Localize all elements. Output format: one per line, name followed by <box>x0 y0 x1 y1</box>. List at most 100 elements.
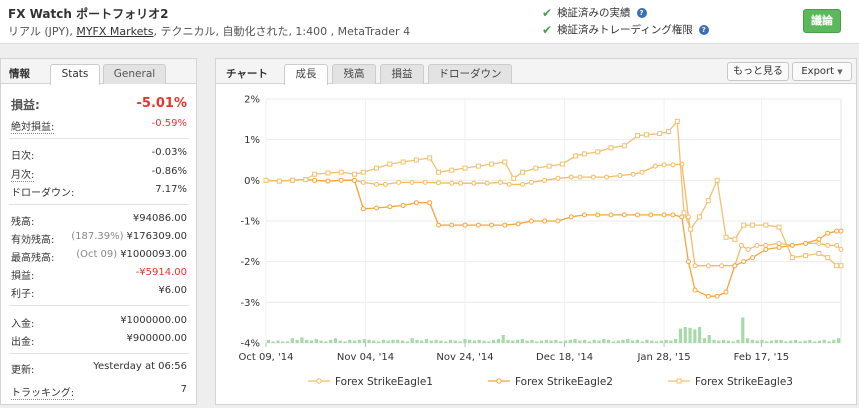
abs-gain-value: -0.59% <box>151 118 187 129</box>
tab-growth[interactable]: 成長 <box>284 64 328 85</box>
data-point <box>555 218 561 224</box>
volume-bar <box>813 341 817 343</box>
y-tick-label: -3% <box>241 298 260 309</box>
interest-label: 利子: <box>11 289 35 300</box>
data-point <box>559 161 565 167</box>
data-point <box>685 214 691 220</box>
volume-bar <box>353 340 357 343</box>
data-point <box>834 242 840 248</box>
withdrawals-label: 出金: <box>11 337 35 348</box>
broker-link[interactable]: MYFX Markets <box>76 25 154 38</box>
data-point <box>789 242 795 248</box>
help-icon[interactable]: ? <box>636 7 647 18</box>
data-point <box>674 118 680 124</box>
withdrawals-value: ¥900000.00 <box>126 333 187 344</box>
tab-stats[interactable]: Stats <box>50 64 100 85</box>
data-point <box>449 167 455 173</box>
volume-bar <box>678 328 683 343</box>
volume-bar <box>496 339 500 343</box>
volume-bar <box>630 340 635 343</box>
volume-bar <box>396 339 400 343</box>
volume-bar <box>664 339 668 343</box>
data-point <box>666 129 671 135</box>
data-point <box>621 143 627 149</box>
data-point <box>630 171 636 177</box>
tab-balance[interactable]: 残高 <box>332 64 376 84</box>
data-point <box>763 242 769 248</box>
volume-bar <box>822 339 826 343</box>
data-point <box>705 198 711 204</box>
tracking-label[interactable]: トラッキング: <box>11 384 75 400</box>
volume-bar <box>827 341 831 343</box>
deposits-label: 入金: <box>11 319 35 330</box>
verified-track-label: 検証済みの実績 <box>557 7 631 19</box>
data-point <box>360 206 366 212</box>
data-point <box>497 179 503 185</box>
volume-bar <box>837 338 841 343</box>
data-point <box>745 246 751 252</box>
volume-bar <box>626 339 630 343</box>
data-point <box>723 289 729 295</box>
y-tick-label: 0% <box>244 176 260 187</box>
data-point <box>400 159 406 165</box>
tab-profit[interactable]: 損益 <box>380 64 424 84</box>
data-point <box>546 163 552 169</box>
data-point <box>639 169 645 175</box>
growth-chart[interactable]: 2% 1% 0% -1% -2% -3% -4% Oct 09, '14 Nov 04, '14… <box>216 87 856 403</box>
tracking-value: 7 <box>180 384 187 395</box>
data-point <box>652 163 658 169</box>
data-point <box>502 222 508 228</box>
data-point <box>604 174 610 180</box>
tab-drawdown[interactable]: ドローダウン <box>428 64 512 84</box>
data-point <box>714 177 720 183</box>
data-point <box>573 153 579 159</box>
data-point <box>741 259 747 265</box>
data-point <box>803 253 809 259</box>
volume-bar <box>324 341 328 343</box>
volume-bar <box>458 341 462 343</box>
monthly-label[interactable]: 月次: <box>11 166 35 182</box>
stat-deposits: 入金: ¥1000000.00 <box>11 315 187 330</box>
balance-label: 残高: <box>11 217 35 228</box>
volume-bar <box>693 329 697 343</box>
volume-bar <box>583 339 587 343</box>
volume-bar <box>319 340 323 343</box>
equity-value-group: (187.39%) ¥176309.00 <box>71 231 187 242</box>
data-point <box>528 179 534 185</box>
data-point <box>520 181 526 187</box>
data-point <box>581 212 587 218</box>
volume-bar <box>357 339 362 343</box>
tab-general[interactable]: General <box>103 64 166 84</box>
equity-percent: (187.39%) <box>71 231 124 242</box>
volume-bar <box>722 339 726 343</box>
data-point <box>635 133 641 139</box>
divider <box>9 305 189 306</box>
volume-bar <box>515 339 520 343</box>
volume-bar <box>329 339 333 343</box>
volume-bar <box>295 339 299 343</box>
info-panel: 情報 Stats General 損益: -5.01% 絶対損益: -0.59%… <box>0 58 197 405</box>
highest-value-group: (Oct 09) ¥1000093.00 <box>76 249 187 260</box>
data-point <box>542 218 548 224</box>
volume-bar <box>309 340 314 343</box>
data-point <box>502 159 508 165</box>
data-point <box>608 145 614 151</box>
data-point <box>528 218 534 224</box>
volume-bar <box>549 340 553 343</box>
data-point <box>449 180 455 186</box>
help-icon[interactable]: ? <box>698 24 709 35</box>
export-button[interactable]: Export ▼ <box>792 62 852 81</box>
more-button[interactable]: もっと見る <box>727 62 789 81</box>
divider <box>9 138 189 139</box>
volume-bar <box>468 339 472 343</box>
highest-label: 最高残高: <box>11 253 55 264</box>
chart-panel-title: チャート <box>226 68 268 80</box>
data-point <box>542 177 548 183</box>
stat-abs-gain: 絶対損益: -0.59% <box>11 118 187 134</box>
data-point <box>776 240 782 246</box>
data-point <box>462 222 468 228</box>
data-point <box>475 163 481 169</box>
abs-gain-label[interactable]: 絶対損益: <box>11 118 55 134</box>
discuss-button[interactable]: 議論 <box>803 9 841 33</box>
data-point <box>763 246 769 252</box>
